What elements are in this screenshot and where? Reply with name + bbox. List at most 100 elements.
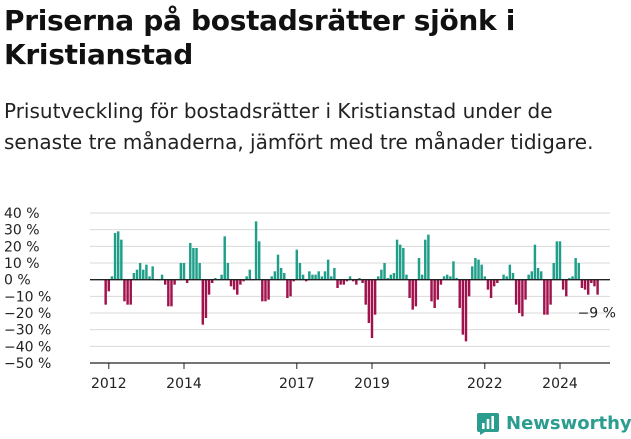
- bar: [336, 279, 339, 288]
- bar: [477, 259, 480, 280]
- bar: [242, 279, 245, 282]
- bar: [179, 263, 183, 280]
- bar: [427, 234, 430, 280]
- x-tick-label: 2014: [166, 376, 202, 392]
- bar: [298, 263, 302, 280]
- bar: [596, 279, 599, 295]
- latest-value-annotation: −9 %: [578, 306, 616, 322]
- bar: [467, 279, 471, 297]
- bar: [232, 279, 236, 290]
- bar: [348, 276, 352, 280]
- bar: [113, 233, 117, 280]
- bar: [552, 263, 555, 280]
- bar: [527, 274, 530, 280]
- bar: [330, 276, 333, 280]
- y-tick-label: −50 %: [4, 356, 51, 372]
- bar: [565, 279, 568, 297]
- chart-title: Priserna på bostadsrätter sjönk i Kristi…: [4, 4, 516, 71]
- bar: [590, 279, 593, 283]
- bar: [104, 279, 107, 305]
- y-tick-label: 30 %: [4, 223, 40, 239]
- bar: [508, 264, 512, 280]
- bar: [145, 264, 148, 280]
- bar: [518, 279, 521, 313]
- bar: [561, 279, 565, 290]
- bar: [536, 268, 540, 280]
- bar: [229, 279, 233, 287]
- bar: [361, 279, 364, 283]
- bar: [398, 244, 402, 280]
- bar: [511, 273, 515, 280]
- bar: [486, 279, 490, 290]
- bar: [455, 278, 458, 280]
- bar: [543, 279, 546, 315]
- bar: [182, 263, 186, 280]
- bar: [383, 263, 386, 280]
- bar: [345, 279, 349, 282]
- y-tick-label: −10 %: [4, 289, 51, 305]
- newsworthy-logo[interactable]: Newsworthy: [476, 408, 631, 438]
- bar: [123, 279, 126, 302]
- bar: [333, 268, 336, 280]
- bar: [583, 279, 587, 290]
- bar: [489, 279, 493, 298]
- bar: [192, 248, 195, 280]
- bar: [386, 278, 389, 280]
- bar: [524, 279, 527, 300]
- bar: [292, 279, 295, 282]
- bar: [411, 279, 414, 310]
- bar: [461, 279, 465, 335]
- bar: [132, 273, 136, 280]
- bar: [173, 279, 176, 285]
- x-tick-label: 2019: [354, 376, 390, 392]
- bar: [505, 276, 508, 280]
- bar: [480, 264, 483, 280]
- y-tick-label: 40 %: [4, 206, 40, 222]
- bar: [342, 279, 346, 285]
- bar: [442, 276, 446, 280]
- bar: [160, 274, 164, 280]
- bar: [283, 273, 286, 280]
- bar: [586, 279, 590, 295]
- bar: [492, 279, 496, 287]
- newsworthy-bar-chart-icon: [477, 413, 499, 435]
- y-tick-label: 0 %: [4, 273, 31, 289]
- y-tick-label: −20 %: [4, 306, 51, 322]
- bar: [276, 254, 280, 280]
- bar: [201, 279, 205, 325]
- bar: [439, 279, 443, 285]
- bar: [239, 279, 242, 285]
- bar: [170, 279, 173, 307]
- bar: [151, 266, 154, 280]
- bar: [110, 276, 114, 280]
- y-tick-label: 20 %: [4, 239, 40, 255]
- bar: [445, 274, 449, 280]
- bar: [135, 269, 139, 280]
- bar: [483, 276, 487, 280]
- x-tick-label: 2024: [542, 376, 578, 392]
- bar: [436, 279, 440, 300]
- bar: [358, 278, 361, 280]
- bar: [364, 279, 367, 305]
- bar: [414, 279, 418, 307]
- bar: [389, 274, 393, 280]
- bar: [308, 271, 311, 280]
- bar: [433, 279, 436, 308]
- bar: [257, 241, 261, 280]
- bar: [204, 279, 208, 318]
- y-tick-label: −40 %: [4, 339, 51, 355]
- y-tick-label: −30 %: [4, 323, 51, 339]
- bar: [267, 279, 270, 300]
- x-tick-label: 2022: [467, 376, 503, 392]
- bar: [295, 249, 299, 280]
- bar: [571, 276, 574, 280]
- bar: [286, 279, 289, 298]
- bar: [395, 239, 399, 280]
- bar: [189, 243, 192, 280]
- bar: [138, 263, 142, 280]
- bar: [430, 279, 433, 302]
- bar: [126, 279, 129, 305]
- bar: [458, 279, 461, 308]
- bar: [405, 274, 408, 280]
- bar: [223, 236, 226, 280]
